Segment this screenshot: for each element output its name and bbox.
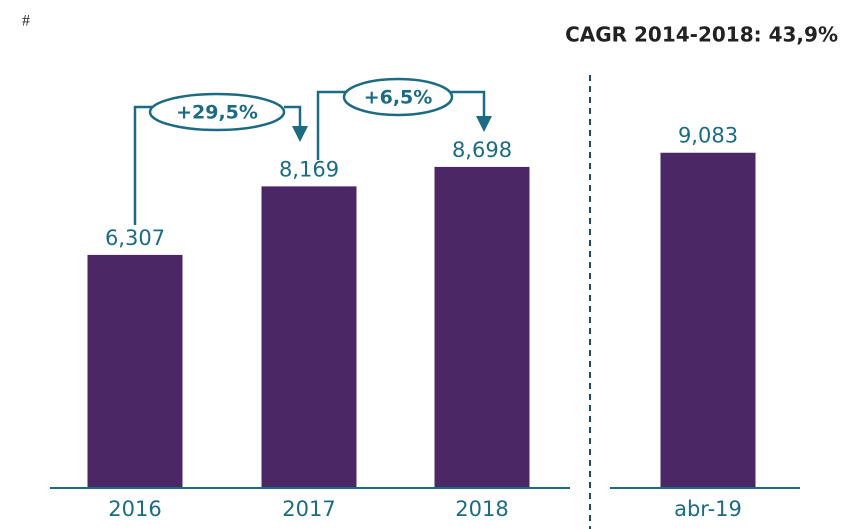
value-label: 8,169 xyxy=(279,157,339,181)
bar xyxy=(87,254,183,487)
arrow-head xyxy=(476,116,492,132)
x-tick-label: 2017 xyxy=(282,497,335,521)
note: # xyxy=(22,13,30,30)
bar xyxy=(261,186,357,487)
growth-label: +29,5% xyxy=(176,102,258,124)
x-tick-label: abr-19 xyxy=(674,497,742,521)
subtitle: CAGR 2014-2018: 43,9% xyxy=(565,23,838,47)
bar xyxy=(660,152,756,487)
value-label: 9,083 xyxy=(678,124,738,148)
arrow-head xyxy=(292,126,308,142)
x-tick-label: 2016 xyxy=(108,497,161,521)
value-label: 6,307 xyxy=(105,226,165,250)
growth-connector xyxy=(133,90,486,225)
x-tick-label: 2018 xyxy=(455,497,508,521)
bar xyxy=(434,166,530,487)
growth-label: +6,5% xyxy=(364,87,433,109)
value-label: 8,698 xyxy=(452,138,512,162)
growth-badge xyxy=(148,92,286,132)
growth-badge xyxy=(342,77,454,117)
